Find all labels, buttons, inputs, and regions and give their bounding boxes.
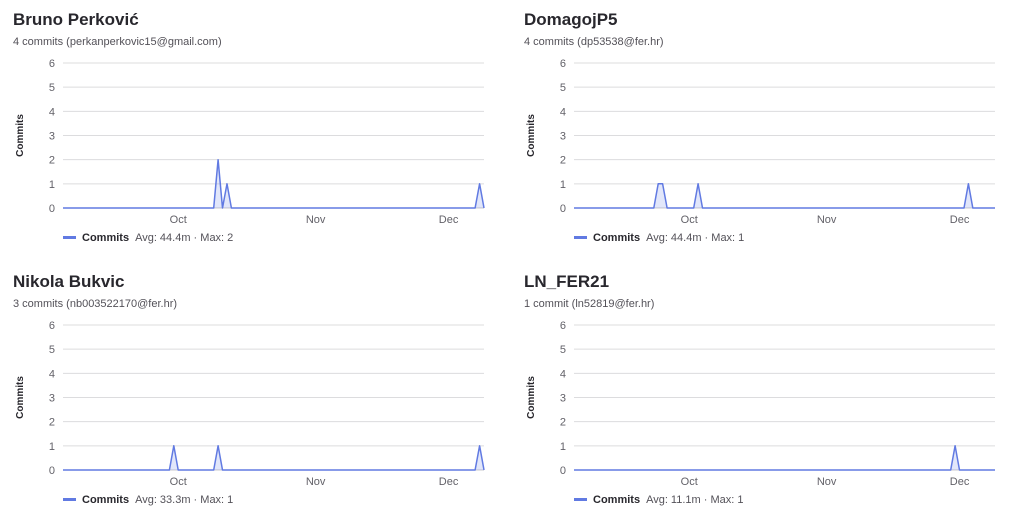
y-tick-label: 4 (49, 368, 55, 380)
x-tick-label: Nov (306, 476, 326, 488)
y-tick-label: 0 (49, 465, 55, 477)
commits-line (63, 445, 485, 471)
commits-line (574, 445, 995, 471)
commits-chart[interactable]: 0 1 2 3 4 5 6 Oct Nov Dec Commits (524, 53, 1014, 233)
y-tick-label: 0 (560, 465, 566, 477)
y-tick-label: 1 (49, 179, 55, 191)
contributor-commit-summary: 4 commits (perkanperkovic15@gmail.com) (13, 36, 222, 48)
y-tick-label: 6 (49, 320, 55, 332)
y-axis-label: Commits (526, 114, 537, 157)
y-axis-label: Commits (15, 114, 26, 157)
y-tick-label: 2 (49, 155, 55, 167)
contributor-name[interactable]: Nikola Bukvic (13, 272, 125, 291)
x-tick-label: Dec (950, 214, 970, 226)
commits-chart[interactable]: 0 1 2 3 4 5 6 Oct Nov Dec Commits (524, 315, 1014, 495)
legend-stats: Avg: 11.1m · Max: 1 (646, 494, 744, 506)
commits-line (63, 158, 485, 209)
legend-stats: Avg: 33.3m · Max: 1 (135, 494, 234, 506)
contributor-card: Bruno Perković 4 commits (perkanperkovic… (13, 8, 513, 263)
legend-swatch (63, 497, 76, 501)
commits-line (574, 183, 995, 209)
x-tick-label: Nov (306, 214, 326, 226)
x-tick-label: Oct (170, 476, 187, 488)
legend-label: Commits (593, 494, 641, 506)
chart-legend[interactable]: Commits Avg: 44.4m · Max: 2 (63, 232, 233, 246)
contributor-commit-summary: 1 commit (ln52819@fer.hr) (524, 298, 655, 310)
legend-label: Commits (82, 232, 130, 244)
y-axis-label: Commits (526, 376, 537, 419)
legend-swatch (574, 235, 587, 239)
y-axis-label: Commits (15, 376, 26, 419)
commits-chart[interactable]: 0 1 2 3 4 5 6 Oct Nov Dec Commits (13, 315, 503, 495)
legend-swatch (63, 235, 76, 239)
chart-legend[interactable]: Commits Avg: 33.3m · Max: 1 (63, 494, 233, 508)
y-tick-label: 2 (560, 417, 566, 429)
legend-swatch (574, 497, 587, 501)
x-tick-label: Dec (439, 476, 459, 488)
y-tick-label: 1 (560, 441, 566, 453)
y-tick-label: 3 (560, 131, 566, 143)
contributor-name[interactable]: Bruno Perković (13, 10, 139, 29)
x-tick-label: Dec (950, 476, 970, 488)
y-tick-label: 2 (49, 417, 55, 429)
y-tick-label: 5 (560, 82, 566, 94)
legend-label: Commits (593, 232, 641, 244)
y-tick-label: 5 (49, 82, 55, 94)
y-tick-label: 6 (560, 320, 566, 332)
y-tick-label: 1 (49, 441, 55, 453)
contributor-card: Nikola Bukvic 3 commits (nb003522170@fer… (13, 270, 513, 525)
chart-legend[interactable]: Commits Avg: 11.1m · Max: 1 (574, 494, 743, 508)
x-tick-label: Nov (817, 214, 837, 226)
y-tick-label: 4 (49, 106, 55, 118)
y-tick-label: 0 (560, 203, 566, 215)
y-tick-label: 5 (560, 344, 566, 356)
x-tick-label: Oct (170, 214, 187, 226)
chart-legend[interactable]: Commits Avg: 44.4m · Max: 1 (574, 232, 744, 246)
y-tick-label: 6 (49, 58, 55, 70)
contributor-name[interactable]: LN_FER21 (524, 272, 610, 291)
x-tick-label: Nov (817, 476, 837, 488)
commits-area (574, 183, 995, 208)
commits-area (63, 445, 484, 470)
y-tick-label: 5 (49, 344, 55, 356)
y-tick-label: 3 (49, 131, 55, 143)
y-tick-label: 3 (49, 393, 55, 405)
x-tick-label: Oct (681, 476, 698, 488)
contributor-card: DomagojP5 4 commits (dp53538@fer.hr) 0 1 2… (524, 8, 1024, 263)
x-tick-label: Dec (439, 214, 459, 226)
contributor-name[interactable]: DomagojP5 (524, 10, 618, 29)
y-tick-label: 1 (560, 179, 566, 191)
legend-label: Commits (82, 494, 130, 506)
commits-chart[interactable]: 0 1 2 3 4 5 6 Oct Nov Dec Commits (13, 53, 503, 233)
contributor-card: LN_FER21 1 commit (ln52819@fer.hr) 0 1 2 3 4… (524, 270, 1024, 525)
y-tick-label: 2 (560, 155, 566, 167)
x-tick-label: Oct (681, 214, 698, 226)
legend-stats: Avg: 44.4m · Max: 2 (135, 232, 234, 244)
y-tick-label: 0 (49, 203, 55, 215)
y-tick-label: 6 (560, 58, 566, 70)
y-tick-label: 4 (560, 106, 566, 118)
legend-stats: Avg: 44.4m · Max: 1 (646, 232, 745, 244)
contributor-commit-summary: 3 commits (nb003522170@fer.hr) (13, 298, 178, 310)
y-tick-label: 3 (560, 393, 566, 405)
y-tick-label: 4 (560, 368, 566, 380)
commits-area (574, 445, 995, 470)
contributor-commit-summary: 4 commits (dp53538@fer.hr) (524, 36, 664, 48)
